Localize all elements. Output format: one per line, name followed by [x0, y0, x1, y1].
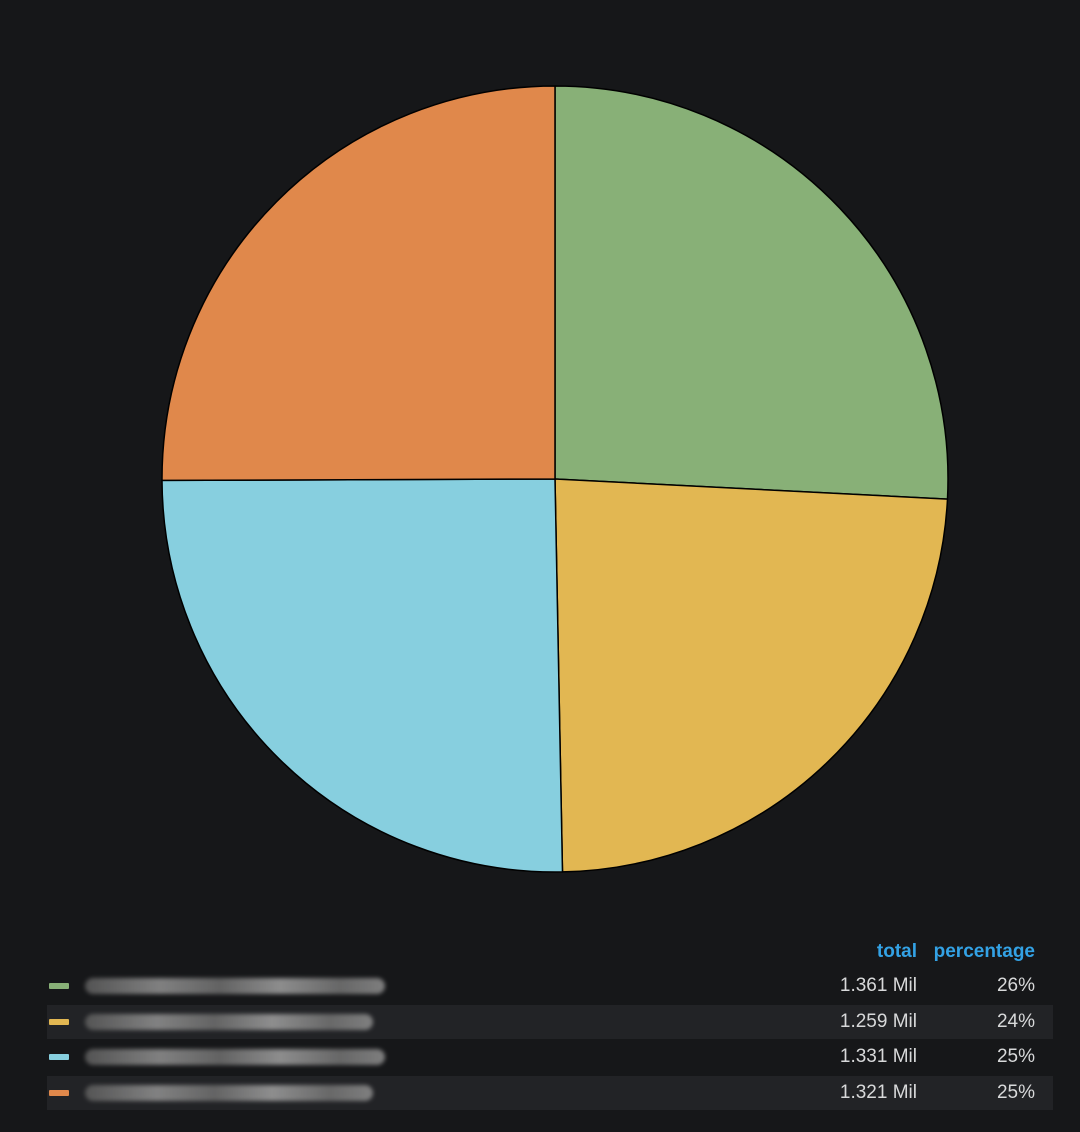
legend-swatch-icon — [49, 1090, 69, 1096]
redacted-series-name — [85, 978, 385, 994]
redacted-series-name — [85, 1049, 385, 1065]
legend-percentage-value: 26% — [996, 975, 1035, 996]
legend-row[interactable]: 1.321 Mil 25% — [47, 1076, 1053, 1110]
pie-chart — [161, 85, 949, 873]
legend-header-percentage[interactable]: percentage — [933, 941, 1035, 962]
legend-swatch-icon — [49, 1054, 69, 1060]
legend-row[interactable]: 1.361 Mil 26% — [47, 969, 1053, 1003]
legend-percentage-value: 25% — [996, 1082, 1035, 1103]
legend-total-value: 1.331 Mil — [839, 1046, 917, 1067]
pie-slice-4[interactable] — [161, 85, 556, 482]
legend-total-value: 1.259 Mil — [839, 1011, 917, 1032]
pie-slice-3[interactable] — [161, 478, 564, 873]
legend-total-value: 1.361 Mil — [839, 975, 917, 996]
pie-slice-2[interactable] — [554, 478, 949, 873]
legend-row[interactable]: 1.331 Mil 25% — [47, 1040, 1053, 1074]
legend-percentage-value: 25% — [996, 1046, 1035, 1067]
legend-swatch-icon — [49, 1019, 69, 1025]
redacted-series-name — [85, 1085, 373, 1101]
legend-total-value: 1.321 Mil — [839, 1082, 917, 1103]
legend-row[interactable]: 1.259 Mil 24% — [47, 1005, 1053, 1039]
pie-slice-1[interactable] — [554, 85, 949, 500]
redacted-series-name — [85, 1014, 373, 1030]
legend-swatch-icon — [49, 983, 69, 989]
legend-percentage-value: 24% — [996, 1011, 1035, 1032]
legend-header-total[interactable]: total — [876, 941, 917, 962]
